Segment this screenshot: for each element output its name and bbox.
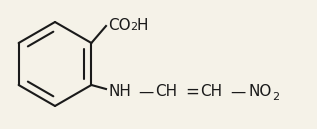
Text: —: — <box>230 84 245 99</box>
Text: CH: CH <box>200 84 222 99</box>
Text: CH: CH <box>155 84 177 99</box>
Text: CO: CO <box>108 18 131 33</box>
Text: NO: NO <box>248 84 271 99</box>
Text: H: H <box>137 18 148 33</box>
Text: =: = <box>185 83 199 101</box>
Text: NH: NH <box>108 84 131 99</box>
Text: 2: 2 <box>130 22 137 32</box>
Text: 2: 2 <box>272 92 279 102</box>
Text: —: — <box>138 84 153 99</box>
